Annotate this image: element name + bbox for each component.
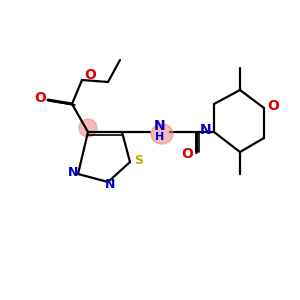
Text: N: N	[154, 119, 166, 133]
Text: O: O	[84, 68, 96, 82]
Text: N: N	[105, 178, 115, 191]
Text: N: N	[68, 166, 78, 178]
Ellipse shape	[79, 119, 97, 137]
Ellipse shape	[151, 124, 173, 144]
Text: O: O	[181, 147, 193, 161]
Text: O: O	[34, 91, 46, 105]
Text: N: N	[200, 123, 212, 137]
Text: H: H	[155, 132, 165, 142]
Text: S: S	[134, 154, 143, 166]
Text: O: O	[267, 99, 279, 113]
